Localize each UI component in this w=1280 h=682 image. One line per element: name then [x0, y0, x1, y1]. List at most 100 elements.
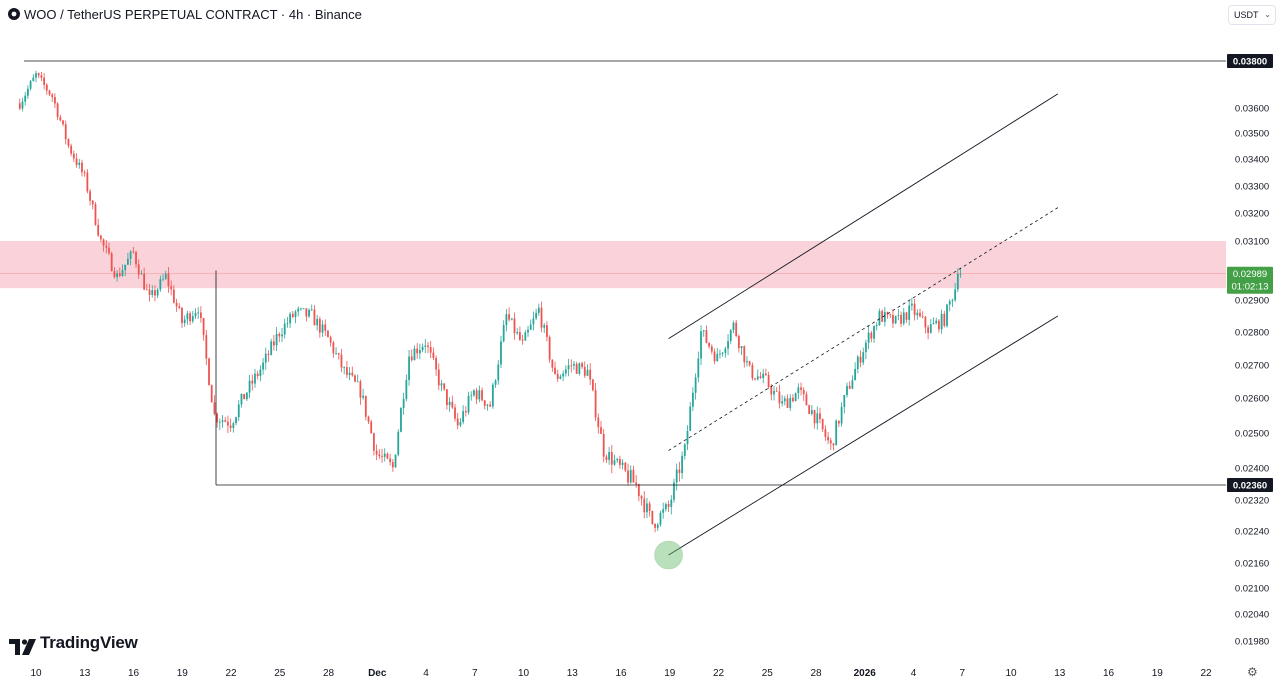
- candle-body: [94, 204, 97, 225]
- candle-body: [475, 390, 478, 400]
- candle-body: [683, 444, 686, 456]
- candle-body: [54, 97, 56, 104]
- resistance-zone: [0, 241, 1226, 289]
- candle-body: [35, 73, 37, 78]
- candle-body: [21, 101, 24, 109]
- level-tag-bg: [1227, 54, 1273, 68]
- candle-body: [424, 345, 427, 347]
- candle-body: [278, 333, 281, 337]
- candle-body: [662, 509, 665, 513]
- candle-body: [378, 454, 381, 457]
- y-tick-label: 0.02600: [1235, 394, 1269, 405]
- candle-body: [340, 354, 343, 368]
- candle-body: [310, 309, 313, 311]
- candle-body: [689, 406, 692, 432]
- candle-body: [248, 380, 251, 393]
- candle-body: [483, 400, 486, 406]
- candle-body: [289, 313, 292, 324]
- candle-body: [751, 365, 754, 379]
- candle-body: [383, 453, 386, 457]
- candle-body: [451, 401, 454, 408]
- candle-body: [586, 369, 589, 376]
- candle-body: [170, 286, 173, 290]
- candle-body: [240, 393, 243, 405]
- candle-body: [556, 374, 559, 379]
- candle-body: [875, 325, 878, 327]
- y-tick-label: 0.03200: [1235, 209, 1269, 220]
- level-tag-bg: [1227, 478, 1273, 492]
- candle-body: [789, 397, 792, 408]
- candle-body: [637, 484, 640, 497]
- candle-body: [524, 332, 527, 341]
- channel-upper-line[interactable]: [668, 93, 1059, 339]
- level-tag-label: 0.03800: [1233, 57, 1267, 68]
- candle-body: [570, 365, 573, 367]
- candle-body: [554, 367, 556, 375]
- candle-body: [443, 383, 446, 390]
- y-tick-label: 0.02320: [1235, 496, 1269, 507]
- candle-body: [816, 413, 819, 424]
- candle-body: [375, 450, 378, 455]
- candle-body: [951, 300, 954, 302]
- candle-body: [67, 139, 70, 146]
- candle-body: [405, 380, 408, 399]
- candle-body: [283, 323, 286, 335]
- candle-body: [448, 401, 451, 406]
- candle-body: [732, 322, 735, 331]
- candle-body: [721, 352, 724, 354]
- candle-body: [91, 200, 94, 205]
- candle-body: [862, 352, 865, 363]
- candle-body: [521, 339, 524, 341]
- candle-body: [700, 331, 702, 359]
- candle-body: [281, 334, 283, 337]
- tradingview-wordmark: TradingView: [40, 633, 138, 652]
- candle-body: [627, 470, 629, 483]
- candle-body: [159, 279, 162, 290]
- candle-body: [619, 458, 621, 465]
- candle-body: [105, 245, 108, 248]
- symbol-title[interactable]: WOO / TetherUS PERPETUAL CONTRACT · 4h ·…: [24, 7, 362, 22]
- level-tag-label: 0.02360: [1233, 481, 1267, 492]
- candle-body: [913, 303, 916, 316]
- candle-body: [110, 253, 113, 272]
- x-tick-label: 4: [423, 668, 429, 679]
- candle-body: [254, 373, 256, 384]
- x-tick-label: 10: [30, 668, 42, 679]
- channel-middle-line[interactable]: [668, 207, 1059, 451]
- candle-body: [308, 309, 310, 317]
- candle-body: [562, 373, 565, 377]
- candle-body: [272, 341, 275, 346]
- candle-body: [162, 278, 164, 280]
- x-tick-label: Dec: [368, 668, 387, 679]
- candle-body: [262, 362, 264, 370]
- candle-body: [32, 77, 35, 82]
- candle-body: [202, 318, 205, 336]
- x-tick-label: 19: [1152, 668, 1164, 679]
- candle-body: [464, 411, 467, 413]
- candle-body: [583, 366, 586, 376]
- candle-body: [221, 420, 224, 422]
- candle-body: [800, 387, 802, 390]
- candle-body: [256, 373, 259, 377]
- candle-body: [473, 390, 475, 396]
- candle-body: [37, 73, 40, 76]
- candle-body: [897, 315, 900, 316]
- channel-lower-line[interactable]: [668, 315, 1059, 556]
- candle-body: [243, 393, 246, 400]
- candle-body: [359, 381, 362, 398]
- candle-body: [675, 469, 678, 483]
- candle-body: [724, 348, 727, 353]
- candle-body: [786, 398, 789, 408]
- candle-body: [145, 289, 148, 291]
- candle-body: [102, 239, 105, 246]
- y-tick-label: 0.02500: [1235, 429, 1269, 440]
- candle-body: [678, 469, 681, 473]
- currency-selector[interactable]: USDT ⌄: [1228, 5, 1276, 25]
- candle-body: [264, 353, 267, 363]
- candle-body: [267, 353, 270, 355]
- candle-body: [345, 367, 348, 375]
- candle-body: [124, 264, 127, 271]
- candle-body: [846, 385, 848, 396]
- settings-gear-icon[interactable]: ⚙: [1247, 665, 1258, 679]
